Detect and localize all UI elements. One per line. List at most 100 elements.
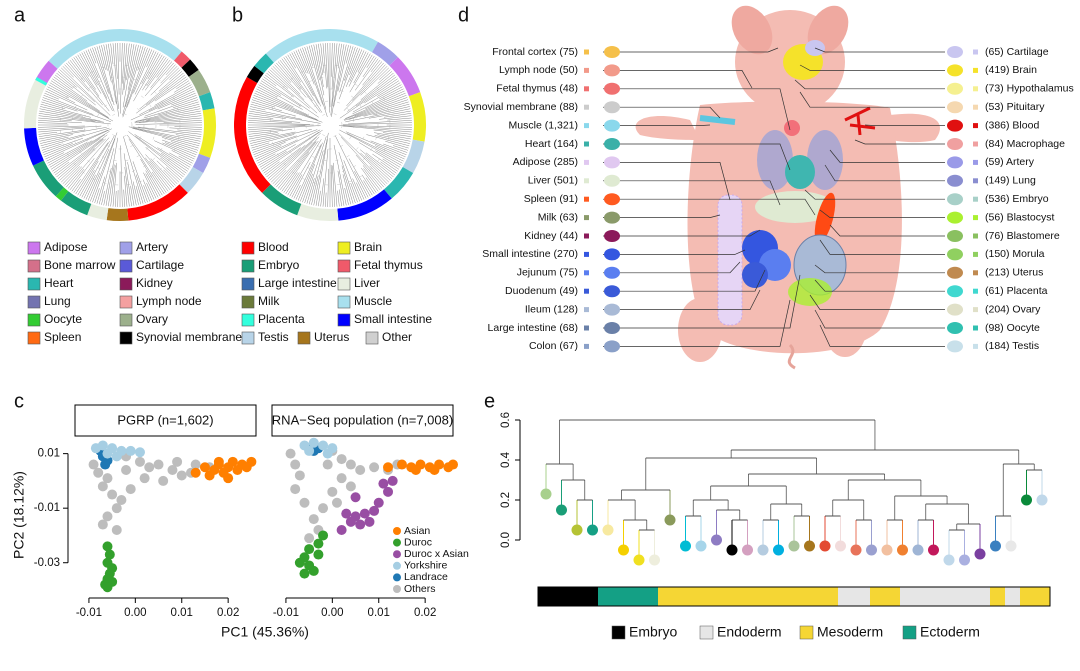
tree-branch	[126, 43, 132, 80]
tree-branch	[271, 141, 313, 183]
tree-branch	[281, 58, 313, 102]
organ-icon	[947, 285, 963, 298]
tree-branch	[271, 67, 305, 101]
tree-branch	[157, 92, 196, 110]
tree-branch	[62, 66, 74, 78]
tree-branch	[120, 43, 123, 114]
legend-marker	[393, 550, 401, 559]
tree-branch	[124, 175, 128, 207]
tree-branch	[297, 142, 323, 201]
tree-branch	[327, 43, 330, 113]
tree-branch	[52, 138, 100, 172]
tree-branch	[248, 113, 286, 119]
tree-branch	[143, 101, 199, 119]
tree-branch	[134, 51, 157, 95]
tree-branch	[41, 127, 110, 149]
leader-line	[819, 324, 945, 347]
leaf	[757, 544, 769, 556]
tree-branch	[38, 125, 102, 130]
organ-key	[584, 307, 589, 313]
tree-branch	[297, 49, 309, 74]
organ-icon	[947, 248, 963, 261]
tree-ring-segment	[55, 187, 69, 201]
organ-icon	[947, 82, 963, 95]
tree-branch	[163, 169, 178, 184]
tree-branch	[357, 52, 369, 73]
tree-branch	[123, 136, 144, 204]
tree-branch	[345, 49, 363, 87]
tree-branch	[375, 150, 402, 166]
tree-branch	[83, 88, 157, 162]
tree-branch	[90, 132, 118, 202]
leader-line	[603, 143, 791, 171]
tree-branch	[327, 168, 329, 207]
tree-branch	[71, 58, 100, 96]
scatter-point	[373, 497, 384, 508]
tree-branch	[343, 66, 388, 111]
legend-label: Liver	[354, 276, 380, 290]
tree-branch	[248, 125, 321, 130]
tree-branch	[59, 69, 95, 103]
tree-branch	[160, 157, 184, 178]
legend-swatch	[27, 295, 41, 309]
tree-branch	[252, 129, 318, 153]
x-tick-label: 0.02	[414, 607, 436, 619]
tree-branch	[130, 90, 195, 121]
scatter-point	[355, 465, 366, 475]
strip-title: RNA−Seq population (n=7,008)	[272, 412, 453, 427]
leaf	[664, 514, 676, 526]
strip	[271, 404, 454, 437]
tree-branch	[69, 158, 95, 191]
tree-branch	[135, 174, 146, 204]
tree-branch	[266, 72, 310, 109]
tree-branch	[38, 125, 85, 128]
organ-key	[584, 233, 589, 239]
leader-line	[829, 149, 945, 163]
tree-branch	[108, 164, 115, 207]
scatter-point	[369, 505, 380, 516]
x-tick-label: 0.00	[321, 607, 343, 619]
tree-branch	[176, 80, 190, 90]
legend-label: Embryo	[258, 258, 300, 272]
tree-branch	[258, 144, 296, 166]
tree-branch	[92, 138, 116, 203]
legend-label: Synovial membrane	[136, 330, 242, 344]
tree-branch	[48, 140, 93, 166]
tree-branch	[330, 43, 338, 116]
tree-branch	[43, 143, 73, 155]
leader-line	[809, 294, 945, 310]
legend-label: Asian	[404, 525, 430, 537]
organ-icon	[947, 64, 963, 77]
tree-branch	[50, 80, 109, 118]
tree-branch	[335, 135, 367, 199]
tree-branch	[56, 72, 96, 106]
tree-branch	[87, 49, 115, 112]
legend-swatch	[337, 259, 351, 273]
germ-layer-segment	[900, 587, 990, 606]
organ-key	[584, 86, 589, 92]
leader-line	[829, 224, 945, 237]
scatter-point	[350, 492, 361, 503]
tree-ring-segment	[23, 79, 46, 129]
tree-branch	[133, 49, 153, 94]
tree-branch	[69, 59, 110, 112]
leaf	[1021, 494, 1032, 506]
tree-branch	[165, 167, 181, 181]
organ-icon	[947, 119, 963, 132]
tree-branch	[50, 134, 106, 170]
organ-label: (386) Blood	[985, 119, 1039, 131]
tree-branch	[122, 44, 135, 108]
organ-key	[584, 288, 589, 294]
tree-ring-segment	[234, 77, 271, 193]
tree-branch	[110, 43, 114, 65]
legend-label: Others	[404, 583, 436, 595]
scatter-point	[88, 459, 99, 470]
tree-branch	[373, 129, 412, 135]
organ-label: Fetal thymus (48)	[496, 83, 578, 95]
tree-branch	[169, 152, 192, 166]
tree-branch	[345, 92, 406, 119]
scatter-point	[336, 473, 347, 484]
organ-key	[973, 233, 978, 239]
tree-branch	[139, 72, 184, 110]
legend-swatch	[365, 331, 379, 345]
